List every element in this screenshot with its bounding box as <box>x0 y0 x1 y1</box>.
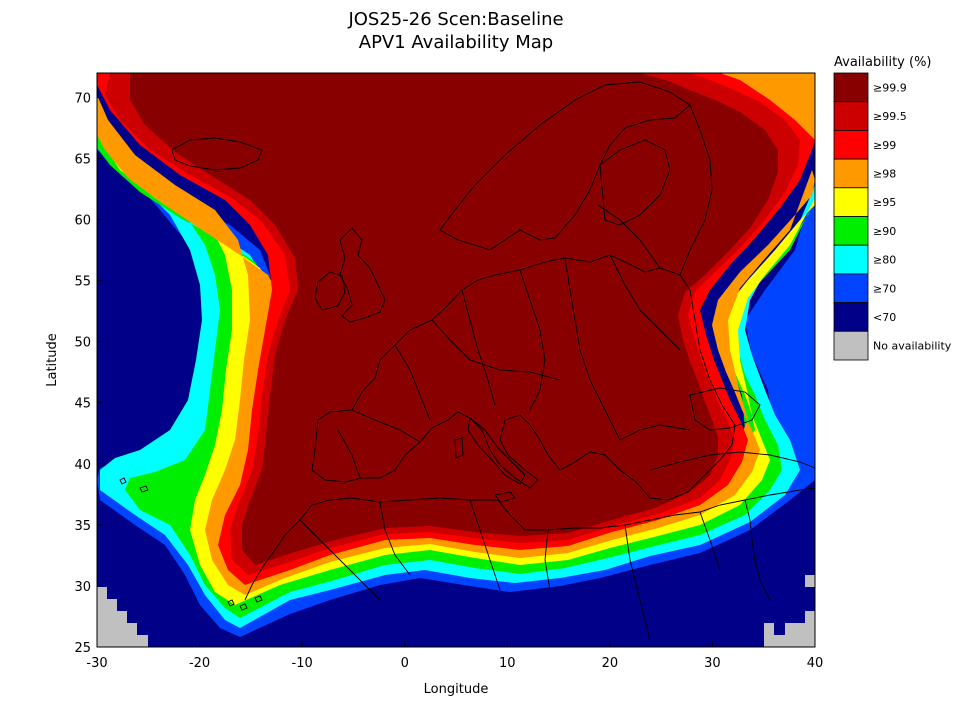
map-title-line2: APV1 Availability Map <box>359 32 553 53</box>
legend-swatch <box>833 216 869 246</box>
no-availability-southwest <box>97 587 148 647</box>
x-tick-label: 10 <box>499 656 516 671</box>
legend-swatch <box>833 187 869 217</box>
no-availability-southeast <box>764 611 815 647</box>
legend-swatch <box>833 244 869 275</box>
x-tick-label: -10 <box>292 656 313 671</box>
legend-label: ≥80 <box>873 254 896 267</box>
x-tick-label: -30 <box>86 656 107 671</box>
y-tick-label: 60 <box>74 214 91 229</box>
y-tick-label: 35 <box>74 519 91 534</box>
legend-swatch <box>833 101 869 131</box>
legend-title: Availability (%) <box>834 55 932 70</box>
legend-swatch <box>833 273 869 303</box>
y-tick-label: 40 <box>74 458 91 473</box>
legend-label: ≥99 <box>873 139 896 152</box>
legend-swatch <box>833 158 869 189</box>
y-tick-label: 65 <box>74 152 91 167</box>
legend-label: ≥95 <box>873 196 896 209</box>
x-axis: -30 -20 -10 0 10 20 30 40 <box>86 642 823 671</box>
legend-label: No availability <box>873 340 952 353</box>
x-tick-label: -20 <box>189 656 210 671</box>
legend-label: ≥90 <box>873 225 896 238</box>
y-tick-label: 25 <box>74 641 91 656</box>
y-tick-label: 55 <box>74 275 91 290</box>
map-plot-area <box>97 73 815 647</box>
y-axis: 70 65 60 55 50 45 40 35 30 25 <box>74 91 102 656</box>
legend-label: <70 <box>873 311 896 324</box>
legend-swatch <box>833 302 869 332</box>
plot-frame <box>96 72 816 648</box>
y-tick-label: 30 <box>74 580 91 595</box>
y-axis-label: Latitude <box>45 333 60 387</box>
legend-swatch <box>833 72 869 103</box>
x-tick-label: 20 <box>602 656 619 671</box>
x-tick-label: 40 <box>807 656 824 671</box>
coastlines <box>119 81 815 641</box>
y-tick-label: 45 <box>74 397 91 412</box>
x-tick-label: 30 <box>704 656 721 671</box>
legend-label: ≥98 <box>873 167 896 180</box>
legend: ≥99.9 ≥99.5 ≥99 ≥98 ≥95 ≥90 ≥80 ≥70 <70 No availa… <box>833 72 952 361</box>
band-ge98-northeast <box>720 73 815 140</box>
map-title-line1: JOS25-26 Scen:Baseline <box>347 9 563 30</box>
x-axis-label: Longitude <box>424 682 489 697</box>
legend-swatch <box>833 129 869 160</box>
y-tick-label: 70 <box>74 91 91 106</box>
legend-swatch <box>833 330 869 361</box>
legend-label: ≥99.5 <box>873 110 907 123</box>
y-tick-label: 50 <box>74 336 91 351</box>
legend-label: ≥70 <box>873 282 896 295</box>
no-availability-east <box>805 575 815 587</box>
band-ge99-9 <box>130 73 778 565</box>
x-tick-label: 0 <box>401 656 409 671</box>
legend-label: ≥99.9 <box>873 81 907 94</box>
